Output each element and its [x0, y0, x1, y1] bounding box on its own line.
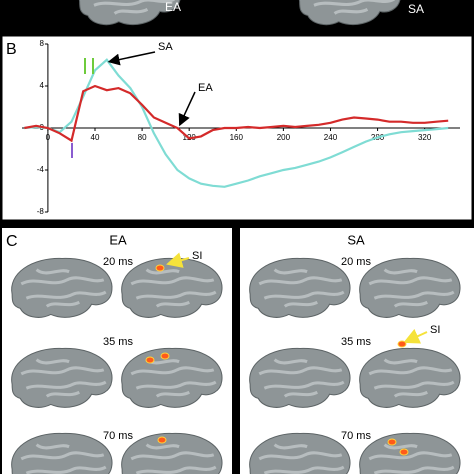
- region-arrow: [166, 252, 190, 268]
- y-tick-label: -4: [37, 165, 45, 174]
- time-label: 35 ms: [103, 336, 133, 348]
- x-tick-label: 0: [46, 133, 51, 142]
- time-label: 35 ms: [341, 336, 371, 348]
- activation-spot: [399, 448, 409, 456]
- x-tick-label: 80: [138, 133, 147, 142]
- activation-spot: [160, 352, 170, 360]
- region-label: SI: [430, 324, 440, 336]
- activation-spot: [145, 356, 155, 364]
- line: [24, 84, 449, 143]
- panel-c: EA 20 ms 35 ms 70 ms SI SA 20 ms 35 ms 70 ms SI: [10, 232, 462, 474]
- panel-label: C: [6, 233, 18, 250]
- region-arrow: [403, 328, 428, 344]
- x-tick-label: 320: [418, 133, 432, 142]
- x-tick-label: 240: [324, 133, 338, 142]
- group-title: SA: [347, 232, 365, 247]
- activation-spot: [397, 340, 407, 348]
- panel-a-label: SA: [408, 2, 424, 16]
- region-label: SI: [192, 250, 202, 262]
- activation-spot: [155, 264, 165, 272]
- y-tick-label: 4: [39, 81, 44, 90]
- activation-spot: [387, 438, 397, 446]
- activation-spot: [157, 436, 167, 444]
- time-label: 20 ms: [341, 256, 371, 268]
- panel-label: B: [6, 41, 17, 58]
- time-label: 20 ms: [103, 256, 133, 268]
- annotation-arrow: [107, 51, 156, 66]
- y-tick-label: 8: [39, 39, 44, 48]
- annotation-arrow: [178, 91, 196, 127]
- x-tick-label: 160: [230, 133, 244, 142]
- panel-a-label: EA: [165, 0, 181, 14]
- series-label: SA: [158, 41, 173, 53]
- group-title: EA: [109, 232, 127, 247]
- time-label: 70 ms: [103, 430, 133, 442]
- line: [24, 58, 449, 188]
- panel-a: EA SA: [79, 0, 424, 25]
- x-tick-label: 200: [277, 133, 291, 142]
- time-label: 70 ms: [341, 430, 371, 442]
- y-tick-label: -8: [37, 207, 45, 216]
- x-tick-label: 40: [91, 133, 100, 142]
- series-label: EA: [198, 82, 213, 94]
